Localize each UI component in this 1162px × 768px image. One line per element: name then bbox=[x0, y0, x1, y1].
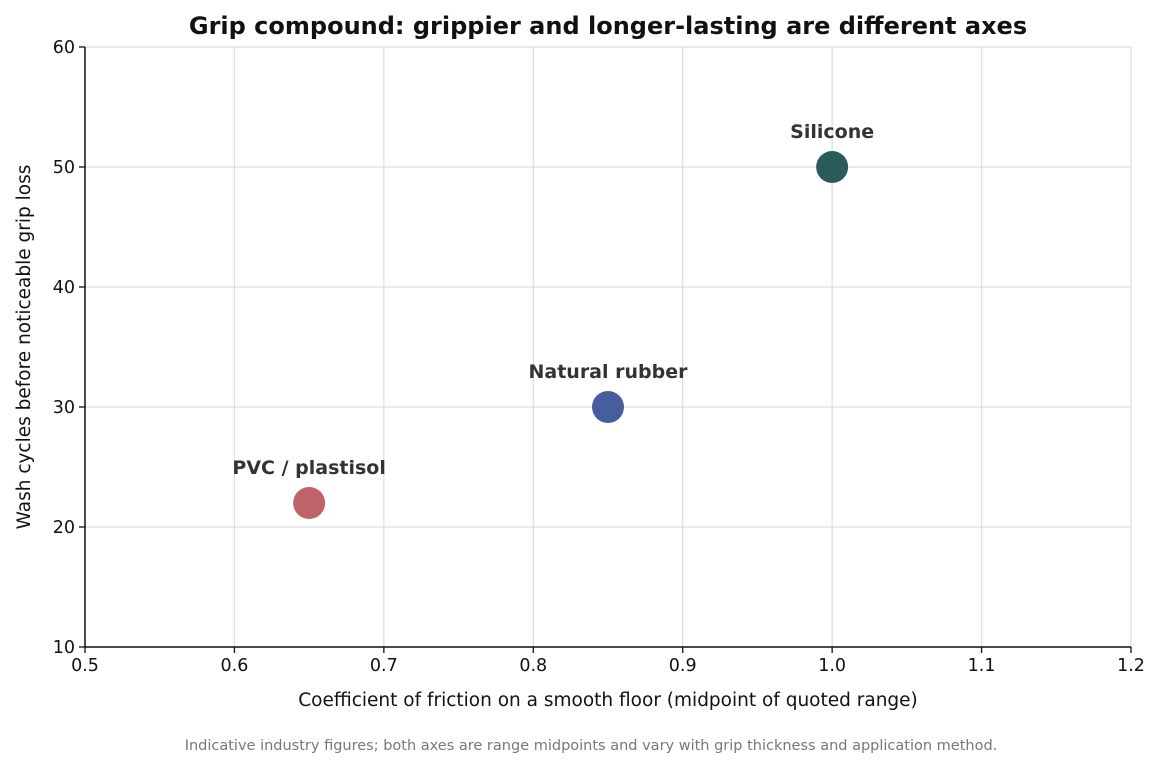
data-point bbox=[592, 391, 624, 423]
x-tick-label: 1.1 bbox=[968, 656, 996, 676]
x-tick-label: 1.0 bbox=[818, 656, 846, 676]
grid-lines bbox=[85, 46, 1132, 647]
chart-title: Grip compound: grippier and longer-lasti… bbox=[189, 12, 1027, 40]
y-tick-label: 60 bbox=[53, 38, 75, 58]
x-tick-label: 0.6 bbox=[221, 656, 249, 676]
x-axis-label: Coefficient of friction on a smooth floo… bbox=[298, 690, 918, 711]
y-axis-ticks: 10 20 30 40 50 60 bbox=[53, 38, 85, 658]
x-axis-ticks: 0.5 0.6 0.7 0.8 0.9 1.0 1.1 1.2 bbox=[71, 647, 1145, 676]
y-axis-label: Wash cycles before noticeable grip loss bbox=[14, 165, 35, 530]
footnote: Indicative industry figures; both axes a… bbox=[185, 738, 998, 754]
data-point-label: Natural rubber bbox=[528, 361, 688, 383]
x-tick-label: 0.8 bbox=[519, 656, 547, 676]
x-tick-label: 0.9 bbox=[669, 656, 697, 676]
y-tick-label: 50 bbox=[53, 158, 75, 178]
y-tick-label: 20 bbox=[53, 518, 75, 538]
x-tick-label: 0.7 bbox=[370, 656, 398, 676]
data-point-label: Silicone bbox=[790, 121, 874, 143]
data-point bbox=[293, 487, 326, 519]
y-tick-label: 40 bbox=[53, 278, 75, 298]
data-point bbox=[816, 151, 849, 183]
x-tick-label: 0.5 bbox=[71, 656, 99, 676]
x-tick-label: 1.2 bbox=[1117, 656, 1145, 676]
y-tick-label: 30 bbox=[53, 398, 75, 418]
data-points: PVC / plastisol Natural rubber Silicone bbox=[232, 121, 874, 519]
y-tick-label: 10 bbox=[53, 638, 75, 658]
data-point-label: PVC / plastisol bbox=[232, 457, 385, 479]
